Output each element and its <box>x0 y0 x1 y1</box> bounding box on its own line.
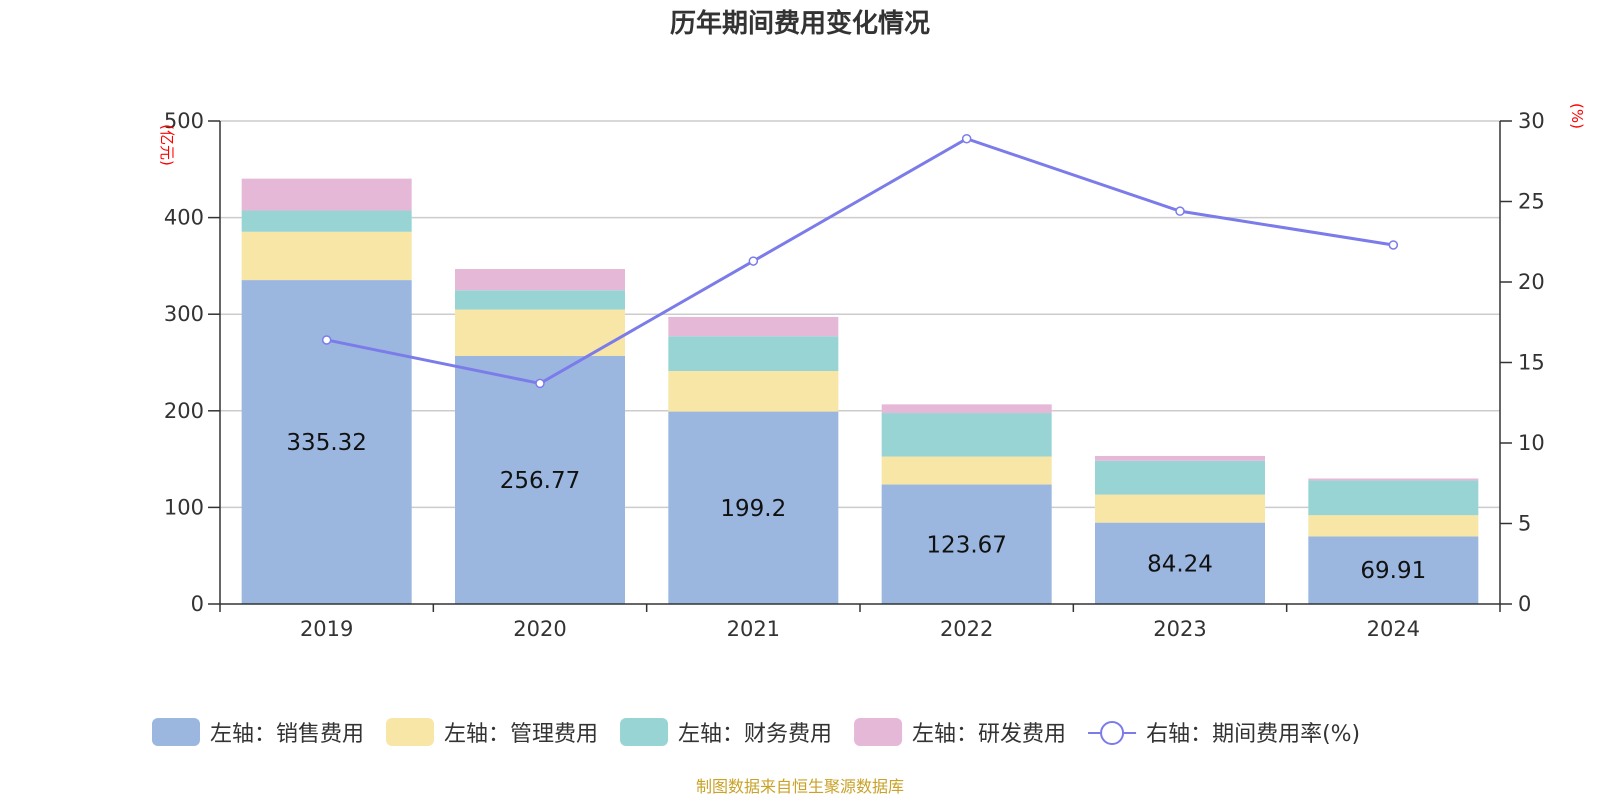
rate-point <box>321 335 332 345</box>
bar-segment-3 <box>1095 455 1265 461</box>
left-tick-label: 300 <box>164 302 204 326</box>
bar-segment-2 <box>881 413 1052 457</box>
bar-segment-1 <box>1308 515 1479 537</box>
right-tick-label: 30 <box>1518 109 1545 133</box>
right-tick-label: 5 <box>1518 512 1531 536</box>
x-tick-label: 2022 <box>940 617 993 641</box>
rate-point <box>748 256 759 266</box>
rate-point <box>535 378 545 389</box>
bar-segment-1 <box>241 231 412 281</box>
bar-segment-0 <box>881 484 1052 604</box>
bar-segment-0 <box>1308 536 1479 604</box>
rate-point <box>1388 240 1399 250</box>
source-note: 制图数据来自恒生聚源数据库 <box>696 777 904 796</box>
bar-segment-1 <box>455 309 625 356</box>
bar-segment-3 <box>241 178 412 211</box>
rate-line-path <box>326 137 1394 386</box>
bars: 335.32 256.77 199.2 123.67 84.24 69.91 <box>241 178 1479 604</box>
right-tick-label: 20 <box>1518 270 1545 294</box>
bar-data-label: 256.77 <box>500 468 580 494</box>
right-tick-label: 15 <box>1518 351 1545 375</box>
left-tick-label: 0 <box>191 592 204 616</box>
bar-segment-0 <box>241 280 412 604</box>
bar-segment-0 <box>455 355 625 604</box>
legend-swatch-2 <box>620 718 669 746</box>
left-axis-unit: (亿元) <box>158 124 176 166</box>
x-tick-label: 2020 <box>513 617 566 641</box>
bar-segment-2 <box>1308 480 1479 516</box>
bar-segment-3 <box>881 404 1052 414</box>
bar-segment-1 <box>881 456 1052 485</box>
bar-segment-3 <box>668 316 839 337</box>
right-tick-label: 10 <box>1518 431 1545 455</box>
rate-line <box>321 133 1399 389</box>
right-tick-label: 0 <box>1518 592 1531 616</box>
legend-label-1: 左轴：管理费用 <box>444 722 598 747</box>
legend-label-0: 左轴：销售费用 <box>210 722 364 747</box>
legend-label-3: 左轴：研发费用 <box>912 722 1066 747</box>
rate-point <box>961 133 972 144</box>
bar-segment-3 <box>455 269 625 291</box>
left-tick-label: 200 <box>164 399 204 423</box>
x-tick-label: 2024 <box>1367 617 1420 641</box>
grid-lines <box>220 120 1500 509</box>
legend-swatch-0 <box>152 718 200 746</box>
right-axis-unit: (%) <box>1568 103 1586 129</box>
bar-data-label: 335.32 <box>286 430 366 456</box>
legend-swatch-3 <box>854 718 903 746</box>
legend-label-4: 右轴：期间费用率(%) <box>1146 722 1360 747</box>
bar-data-label: 84.24 <box>1147 551 1213 577</box>
legend-line-marker <box>1100 721 1125 745</box>
bar-segment-2 <box>668 336 839 372</box>
bar-data-label: 199.2 <box>720 496 786 522</box>
left-tick-label: 400 <box>164 206 204 230</box>
bar-segment-2 <box>241 210 412 232</box>
x-tick-label: 2021 <box>727 617 780 641</box>
left-tick-label: 100 <box>164 495 204 519</box>
bar-data-label: 123.67 <box>926 532 1006 558</box>
bar-segment-0 <box>1095 522 1265 604</box>
bar-segment-3 <box>1308 478 1479 481</box>
bar-segment-1 <box>1095 494 1265 523</box>
x-tick-label: 2023 <box>1153 617 1206 641</box>
bar-segment-2 <box>455 290 625 310</box>
legend-label-2: 左轴：财务费用 <box>678 722 832 747</box>
bar-data-label: 69.91 <box>1360 558 1426 584</box>
bar-segment-2 <box>1095 460 1265 495</box>
bar-segment-0 <box>668 411 839 604</box>
bar-segment-1 <box>668 371 839 412</box>
legend-swatch-1 <box>386 718 435 746</box>
legend: 左轴：销售费用 左轴：管理费用 左轴：财务费用 左轴：研发费用 右轴：期间费用率(%) <box>152 718 1360 747</box>
axes: 0 100 200 300 400 500 0 5 10 15 20 25 30 2019 2020 2021… <box>164 109 1545 641</box>
rate-point <box>1175 206 1185 216</box>
chart-title: 历年期间费用变化情况 <box>670 8 930 39</box>
left-tick-label: 500 <box>164 109 204 133</box>
right-tick-label: 25 <box>1518 190 1545 214</box>
x-tick-label: 2019 <box>300 617 353 641</box>
